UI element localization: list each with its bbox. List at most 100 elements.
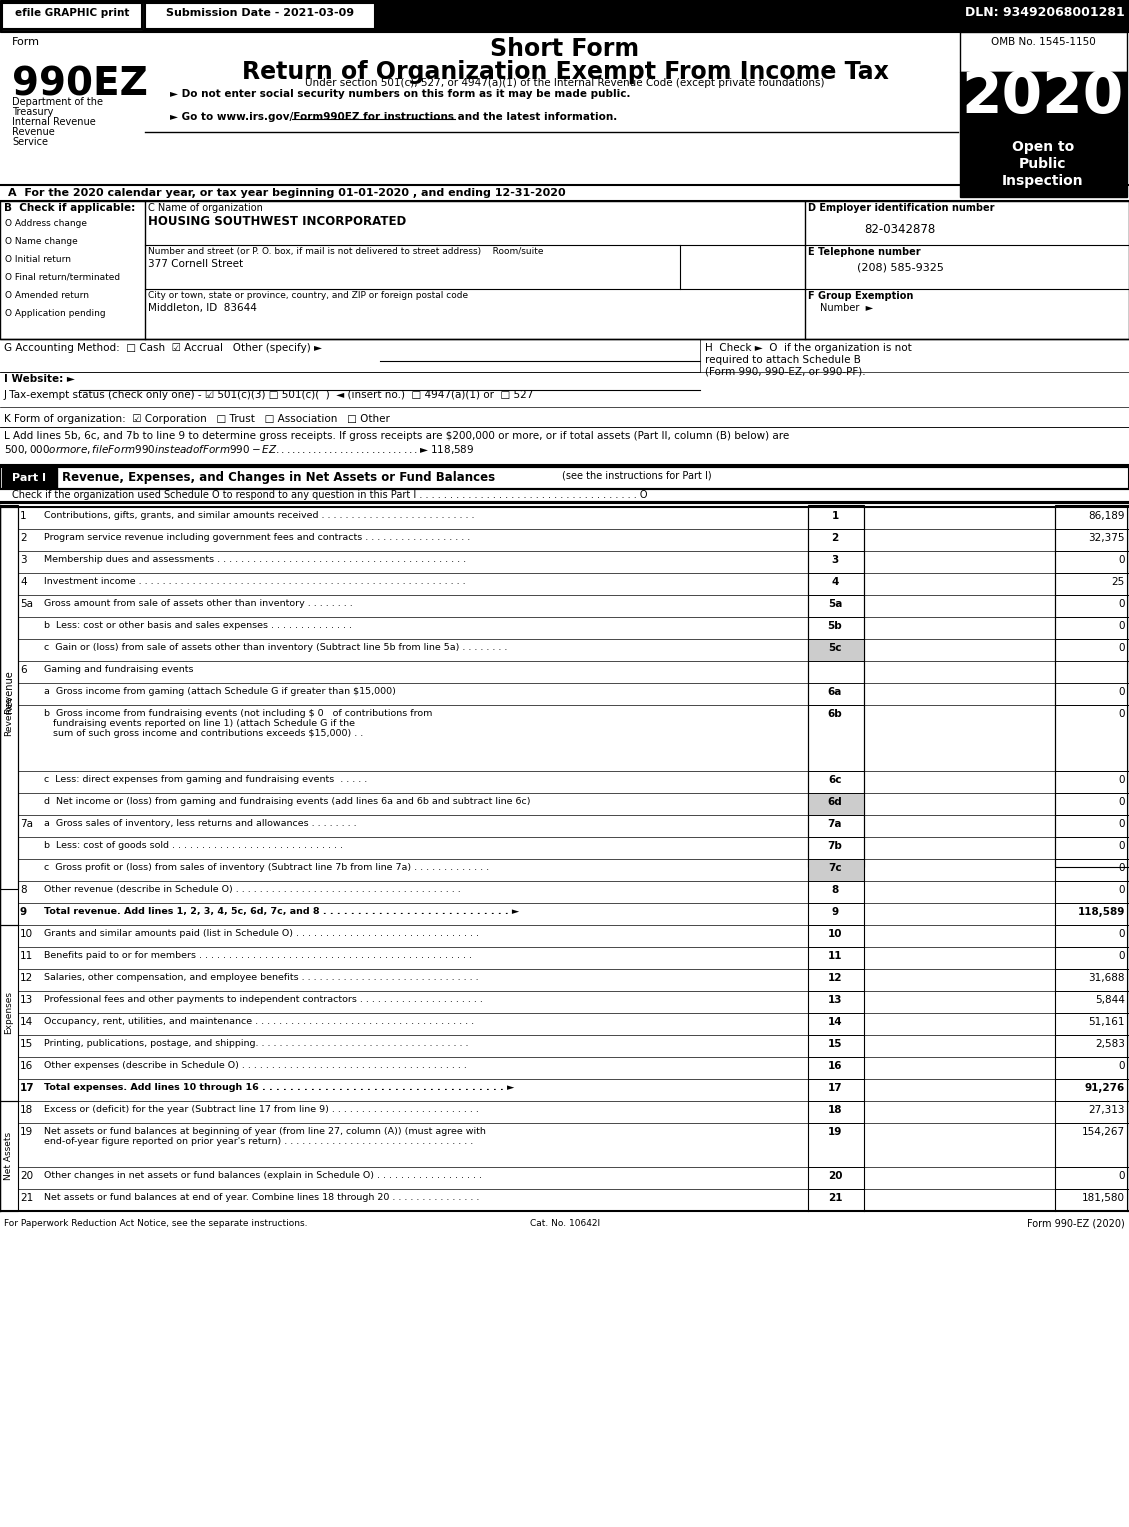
Text: O Name change: O Name change (5, 237, 78, 246)
Text: 6: 6 (20, 664, 27, 675)
Text: C Name of organization: C Name of organization (148, 203, 263, 212)
Bar (808, 925, 864, 947)
Text: 4: 4 (831, 577, 839, 586)
Text: Open to
Public
Inspection: Open to Public Inspection (1003, 139, 1084, 188)
Text: 0: 0 (1119, 818, 1124, 829)
Text: Submission Date - 2021-03-09: Submission Date - 2021-03-09 (166, 8, 355, 18)
Bar (0, 186, 1129, 203)
Text: 0: 0 (1119, 886, 1124, 895)
Text: 3: 3 (20, 554, 27, 565)
Text: Professional fees and other payments to independent contractors . . . . . . . . : Professional fees and other payments to … (44, 996, 483, 1003)
Text: Expenses: Expenses (5, 991, 14, 1034)
Text: 20: 20 (20, 1171, 33, 1180)
Text: 4: 4 (20, 577, 27, 586)
Text: Check if the organization used Schedule O to respond to any question in this Par: Check if the organization used Schedule … (12, 490, 648, 499)
Text: 1: 1 (20, 512, 27, 521)
Text: Total expenses. Add lines 10 through 16 . . . . . . . . . . . . . . . . . . . . : Total expenses. Add lines 10 through 16 … (44, 1083, 514, 1092)
Bar (808, 705, 864, 771)
Bar (1054, 947, 1129, 970)
Bar (808, 860, 864, 881)
Text: Form: Form (12, 37, 40, 47)
Text: 0: 0 (1119, 841, 1124, 851)
Bar (808, 970, 864, 991)
Bar (1054, 551, 1129, 573)
Text: 0: 0 (1119, 951, 1124, 960)
Bar (1054, 860, 1129, 881)
Bar (808, 638, 864, 661)
Text: G Accounting Method:  □ Cash  ☑ Accrual   Other (specify) ►: G Accounting Method: □ Cash ☑ Accrual Ot… (5, 344, 322, 353)
Text: 10: 10 (20, 928, 33, 939)
Bar (808, 881, 864, 902)
Text: 21: 21 (20, 1193, 33, 1203)
Bar (1054, 1012, 1129, 1035)
Text: Investment income . . . . . . . . . . . . . . . . . . . . . . . . . . . . . . . : Investment income . . . . . . . . . . . … (44, 577, 465, 586)
Bar (808, 638, 864, 661)
Text: Number  ►: Number ► (820, 302, 873, 313)
Bar (960, 131, 1127, 197)
Bar (1054, 1122, 1129, 1167)
Bar (0, 925, 18, 1101)
Text: b  Less: cost of goods sold . . . . . . . . . . . . . . . . . . . . . . . . . . : b Less: cost of goods sold . . . . . . .… (44, 841, 343, 851)
Bar (808, 1167, 864, 1190)
Bar (808, 991, 864, 1012)
Text: 9: 9 (831, 907, 839, 918)
Text: d  Net income or (loss) from gaming and fundraising events (add lines 6a and 6b : d Net income or (loss) from gaming and f… (44, 797, 531, 806)
Text: 86,189: 86,189 (1088, 512, 1124, 521)
Bar (808, 860, 864, 881)
Bar (808, 1080, 864, 1101)
Bar (1054, 638, 1129, 661)
Text: Middleton, ID  83644: Middleton, ID 83644 (148, 302, 257, 313)
Text: 12: 12 (828, 973, 842, 983)
Text: I Website: ►: I Website: ► (5, 374, 75, 383)
Bar (0, 0, 1129, 32)
Bar (808, 683, 864, 705)
Text: 12: 12 (20, 973, 33, 983)
Bar (808, 947, 864, 970)
Text: 6d: 6d (828, 797, 842, 806)
Text: Other expenses (describe in Schedule O) . . . . . . . . . . . . . . . . . . . . : Other expenses (describe in Schedule O) … (44, 1061, 467, 1070)
Bar (808, 793, 864, 815)
Bar (0, 507, 18, 925)
Text: (see the instructions for Part I): (see the instructions for Part I) (562, 470, 711, 481)
Text: 27,313: 27,313 (1088, 1106, 1124, 1115)
Bar (960, 72, 1127, 131)
Text: 0: 0 (1119, 554, 1124, 565)
Bar (808, 617, 864, 638)
Text: Total revenue. Add lines 1, 2, 3, 4, 5c, 6d, 7c, and 8 . . . . . . . . . . . . .: Total revenue. Add lines 1, 2, 3, 4, 5c,… (44, 907, 519, 916)
Text: 5a: 5a (828, 599, 842, 609)
Text: 16: 16 (828, 1061, 842, 1070)
Text: 2,583: 2,583 (1095, 1038, 1124, 1049)
Text: 0: 0 (1119, 621, 1124, 631)
Text: DLN: 93492068001281: DLN: 93492068001281 (965, 6, 1124, 20)
Bar (1054, 1035, 1129, 1057)
Bar (145, 3, 375, 29)
Text: 0: 0 (1119, 928, 1124, 939)
Text: O Amended return: O Amended return (5, 292, 89, 299)
Text: Other revenue (describe in Schedule O) . . . . . . . . . . . . . . . . . . . . .: Other revenue (describe in Schedule O) .… (44, 886, 461, 893)
Text: K Form of organization:  ☑ Corporation   □ Trust   □ Association   □ Other: K Form of organization: ☑ Corporation □ … (5, 414, 390, 425)
Text: 2: 2 (20, 533, 27, 544)
Bar (1054, 815, 1129, 837)
Bar (1054, 596, 1129, 617)
Text: 2: 2 (831, 533, 839, 544)
Bar (808, 902, 864, 925)
Text: Service: Service (12, 137, 49, 147)
Text: 32,375: 32,375 (1088, 533, 1124, 544)
Text: ► Do not enter social security numbers on this form as it may be made public.: ► Do not enter social security numbers o… (170, 89, 630, 99)
Text: 15: 15 (828, 1038, 842, 1049)
Text: 14: 14 (20, 1017, 33, 1028)
Text: 9: 9 (20, 907, 27, 918)
Text: O Final return/terminated: O Final return/terminated (5, 273, 120, 282)
Text: b  Less: cost or other basis and sales expenses . . . . . . . . . . . . . .: b Less: cost or other basis and sales ex… (44, 621, 352, 631)
Text: Treasury: Treasury (12, 107, 53, 118)
Text: 0: 0 (1119, 1171, 1124, 1180)
Text: 11: 11 (20, 951, 33, 960)
Text: 0: 0 (1119, 709, 1124, 719)
Text: O Initial return: O Initial return (5, 255, 71, 264)
Bar (960, 32, 1127, 72)
Text: Cat. No. 10642I: Cat. No. 10642I (530, 1219, 599, 1228)
Text: 31,688: 31,688 (1088, 973, 1124, 983)
Bar (1054, 705, 1129, 771)
Text: 0: 0 (1119, 687, 1124, 696)
Text: 0: 0 (1119, 797, 1124, 806)
